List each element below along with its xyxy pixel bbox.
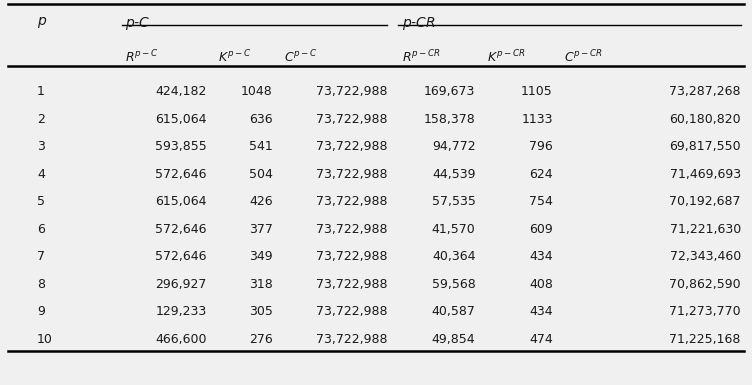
Text: 73,722,988: 73,722,988: [316, 305, 387, 318]
Text: 71,469,693: 71,469,693: [670, 167, 741, 181]
Text: 94,772: 94,772: [432, 140, 475, 153]
Text: 434: 434: [529, 305, 553, 318]
Text: 572,646: 572,646: [155, 250, 207, 263]
Text: 6: 6: [37, 223, 45, 236]
Text: 593,855: 593,855: [155, 140, 207, 153]
Text: 73,722,988: 73,722,988: [316, 112, 387, 126]
Text: 72,343,460: 72,343,460: [669, 250, 741, 263]
Text: 10: 10: [37, 333, 53, 346]
Text: 636: 636: [249, 112, 273, 126]
Text: 572,646: 572,646: [155, 223, 207, 236]
Text: $p$: $p$: [37, 15, 47, 30]
Text: $R^{p-C}$: $R^{p-C}$: [126, 49, 159, 66]
Text: 70,192,687: 70,192,687: [669, 195, 741, 208]
Text: 73,722,988: 73,722,988: [316, 140, 387, 153]
Text: 615,064: 615,064: [155, 195, 207, 208]
Text: 424,182: 424,182: [155, 85, 207, 98]
Text: 73,722,988: 73,722,988: [316, 250, 387, 263]
Text: $R^{p-CR}$: $R^{p-CR}$: [402, 49, 441, 66]
Text: 1: 1: [37, 85, 45, 98]
Text: 7: 7: [37, 250, 45, 263]
Text: 59,568: 59,568: [432, 278, 475, 291]
Text: 129,233: 129,233: [155, 305, 207, 318]
Text: $K^{p-C}$: $K^{p-C}$: [217, 49, 251, 66]
Text: 73,722,988: 73,722,988: [316, 167, 387, 181]
Text: 296,927: 296,927: [155, 278, 207, 291]
Text: 71,221,630: 71,221,630: [669, 223, 741, 236]
Text: 624: 624: [529, 167, 553, 181]
Text: 73,722,988: 73,722,988: [316, 278, 387, 291]
Text: $p$-C: $p$-C: [126, 15, 151, 32]
Text: 2: 2: [37, 112, 45, 126]
Text: 318: 318: [249, 278, 273, 291]
Text: 9: 9: [37, 305, 45, 318]
Text: 615,064: 615,064: [155, 112, 207, 126]
Text: 40,364: 40,364: [432, 250, 475, 263]
Text: 3: 3: [37, 140, 45, 153]
Text: 69,817,550: 69,817,550: [669, 140, 741, 153]
Text: 169,673: 169,673: [424, 85, 475, 98]
Text: 5: 5: [37, 195, 45, 208]
Text: 57,535: 57,535: [432, 195, 475, 208]
Text: 8: 8: [37, 278, 45, 291]
Text: 305: 305: [249, 305, 273, 318]
Text: 426: 426: [249, 195, 273, 208]
Text: 276: 276: [249, 333, 273, 346]
Text: 1048: 1048: [241, 85, 273, 98]
Text: 49,854: 49,854: [432, 333, 475, 346]
Text: 73,722,988: 73,722,988: [316, 85, 387, 98]
Text: 796: 796: [529, 140, 553, 153]
Text: 73,722,988: 73,722,988: [316, 195, 387, 208]
Text: 40,587: 40,587: [432, 305, 475, 318]
Text: 4: 4: [37, 167, 45, 181]
Text: 60,180,820: 60,180,820: [669, 112, 741, 126]
Text: 466,600: 466,600: [155, 333, 207, 346]
Text: 541: 541: [249, 140, 273, 153]
Text: 754: 754: [529, 195, 553, 208]
Text: 434: 434: [529, 250, 553, 263]
Text: 158,378: 158,378: [423, 112, 475, 126]
Text: 504: 504: [249, 167, 273, 181]
Text: 73,287,268: 73,287,268: [669, 85, 741, 98]
Text: $C^{p-C}$: $C^{p-C}$: [284, 49, 318, 66]
Text: 73,722,988: 73,722,988: [316, 223, 387, 236]
Text: 1133: 1133: [521, 112, 553, 126]
Text: 71,225,168: 71,225,168: [669, 333, 741, 346]
Text: $K^{p-CR}$: $K^{p-CR}$: [487, 49, 525, 66]
Text: 73,722,988: 73,722,988: [316, 333, 387, 346]
Text: 1105: 1105: [521, 85, 553, 98]
Text: 408: 408: [529, 278, 553, 291]
Text: 572,646: 572,646: [155, 167, 207, 181]
Text: 44,539: 44,539: [432, 167, 475, 181]
Text: $p$-CR: $p$-CR: [402, 15, 435, 32]
Text: 349: 349: [249, 250, 273, 263]
Text: $C^{p-CR}$: $C^{p-CR}$: [564, 49, 603, 66]
Text: 609: 609: [529, 223, 553, 236]
Text: 41,570: 41,570: [432, 223, 475, 236]
Text: 71,273,770: 71,273,770: [669, 305, 741, 318]
Text: 377: 377: [249, 223, 273, 236]
Text: 474: 474: [529, 333, 553, 346]
Text: 70,862,590: 70,862,590: [669, 278, 741, 291]
